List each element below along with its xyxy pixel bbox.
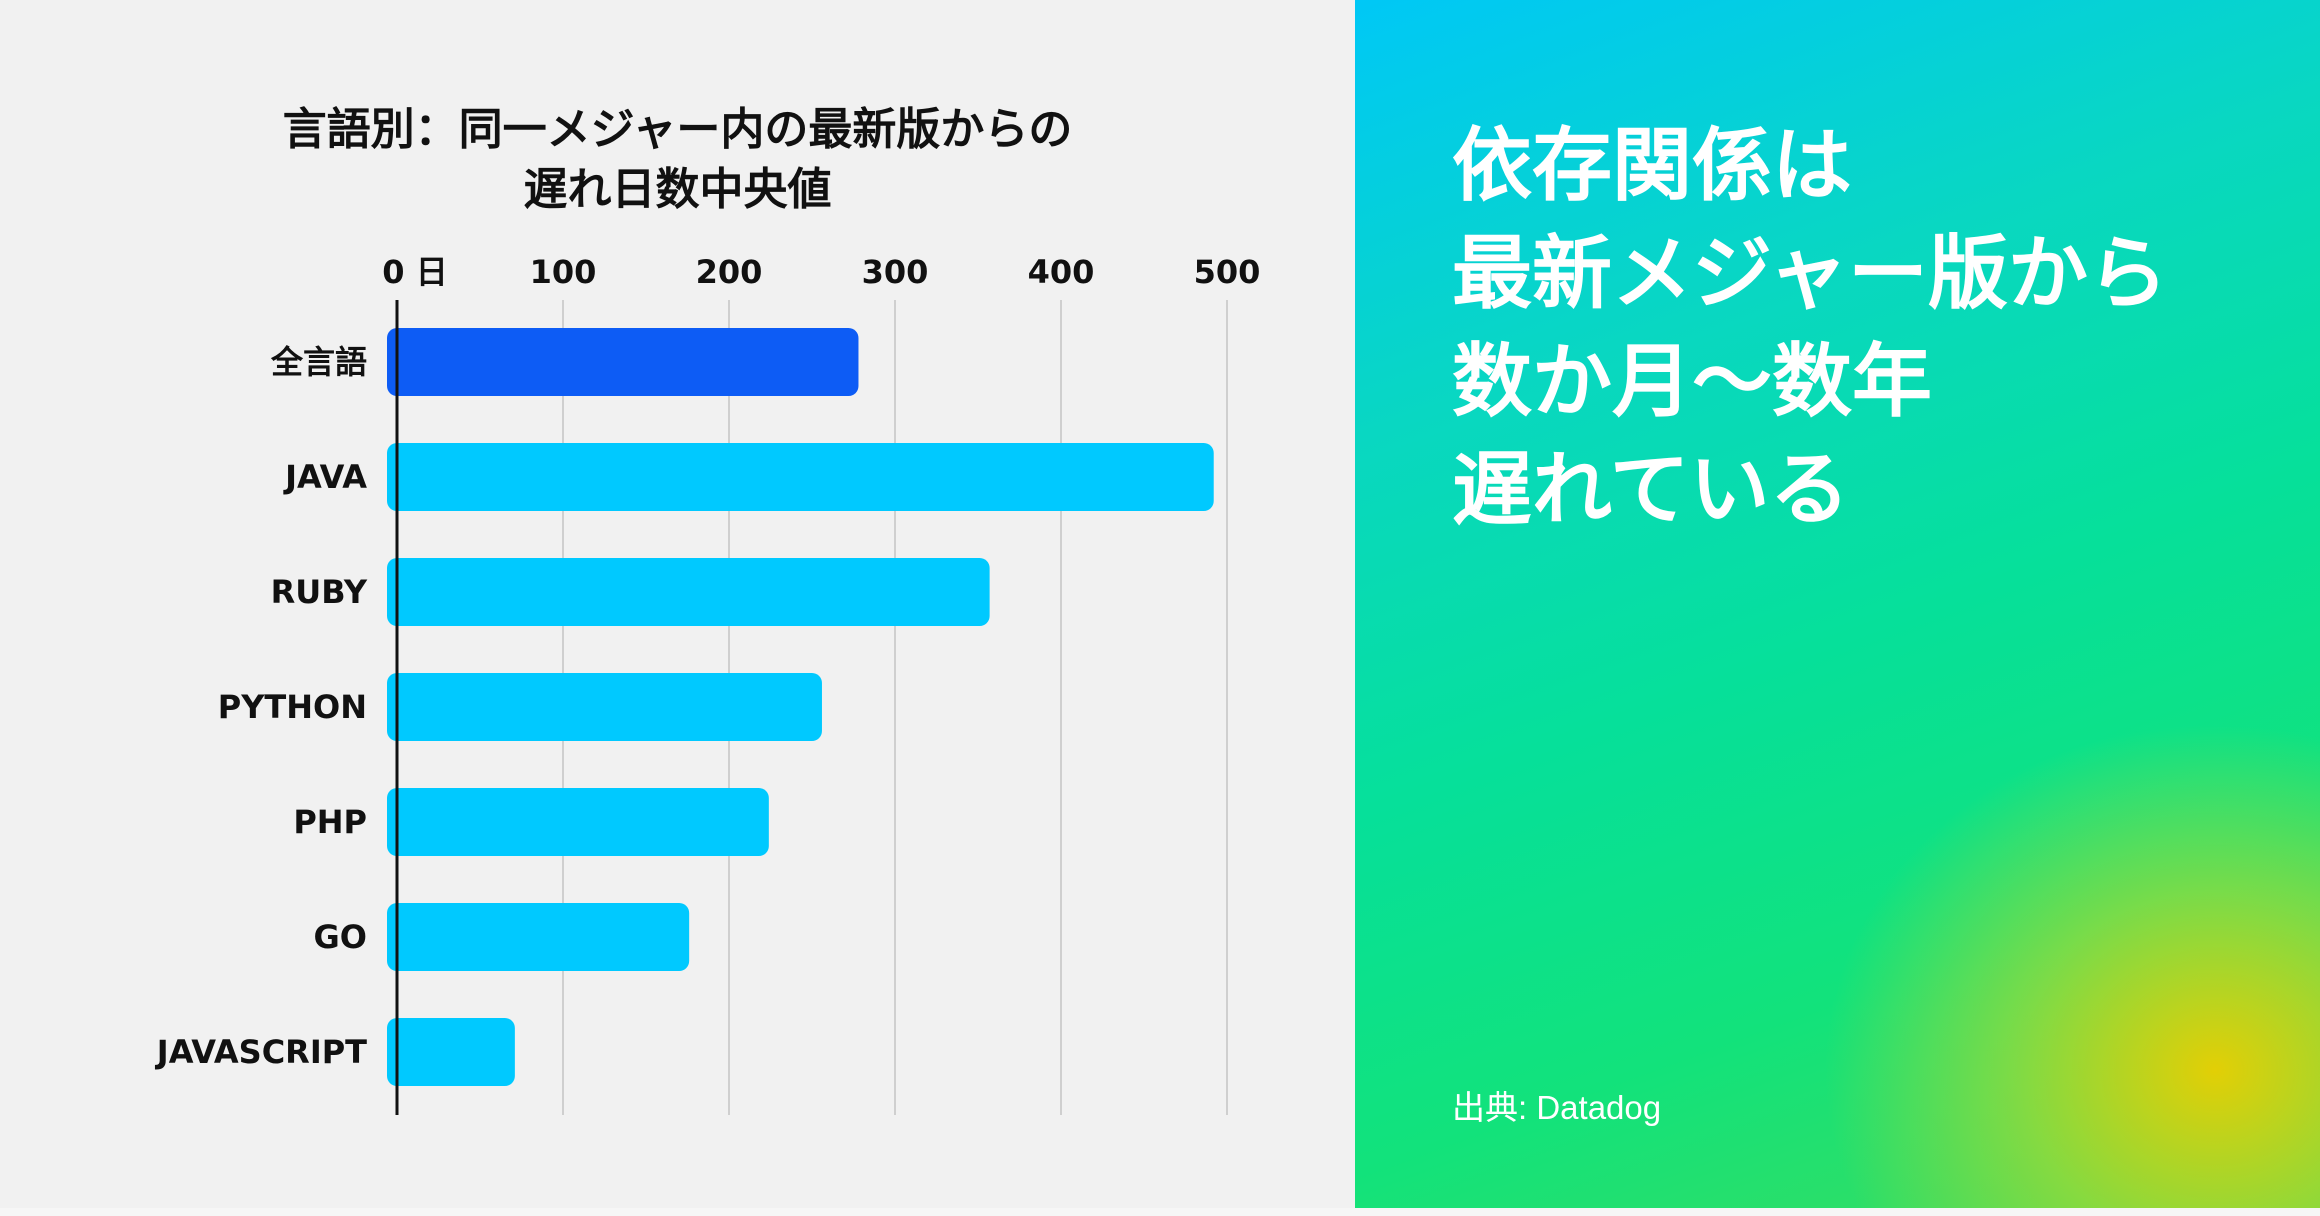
category-label: JAVASCRIPT [155,1033,367,1071]
headline-panel: 依存関係は 最新メジャー版から 数か月〜数年 遅れている 出典: Datadog [1355,0,2320,1216]
source-credit: 出典: Datadog [1452,1089,1662,1126]
x-tick-label: 400 [1028,253,1095,291]
headline-line-4: 遅れている [1452,443,1850,536]
bar-chart: 0 日 100 200 300 400 500 全言語 JAVA RUBY PYTHON PHP GO… [155,253,1261,1115]
headline-line-3: 数か月〜数年 [1452,335,1932,428]
chart-title-line-1: 言語別：同一メジャー内の最新版からの [282,104,1073,155]
category-label: PHP [293,803,367,841]
category-label: JAVA [283,458,367,496]
x-tick-label: 0 日 [382,253,447,291]
category-label: GO [314,918,367,956]
x-tick-label: 200 [696,253,763,291]
headline-line-1: 依存関係は [1452,119,1852,212]
bar [387,788,769,856]
headline-line-2: 最新メジャー版から [1452,227,2168,320]
category-label: RUBY [271,573,368,611]
x-tick-label: 300 [862,253,929,291]
chart-title: 言語別：同一メジャー内の最新版からの 遅れ日数中央値 [0,100,1355,220]
category-label: 全言語 [270,343,367,381]
bar [387,328,859,396]
bar [387,1018,515,1086]
chart-title-line-2: 遅れ日数中央値 [523,164,832,215]
category-label: PYTHON [218,688,367,726]
bar [387,558,990,626]
bar [387,673,822,741]
x-tick-label: 100 [530,253,597,291]
bottom-strip [0,1208,2320,1216]
headline: 依存関係は 最新メジャー版から 数か月〜数年 遅れている [1452,112,2168,544]
bar [387,443,1214,511]
bar [387,903,690,971]
chart-panel: 言語別：同一メジャー内の最新版からの 遅れ日数中央値 0 日 100 200 300 4… [0,100,1355,1115]
x-tick-label: 500 [1194,253,1261,291]
